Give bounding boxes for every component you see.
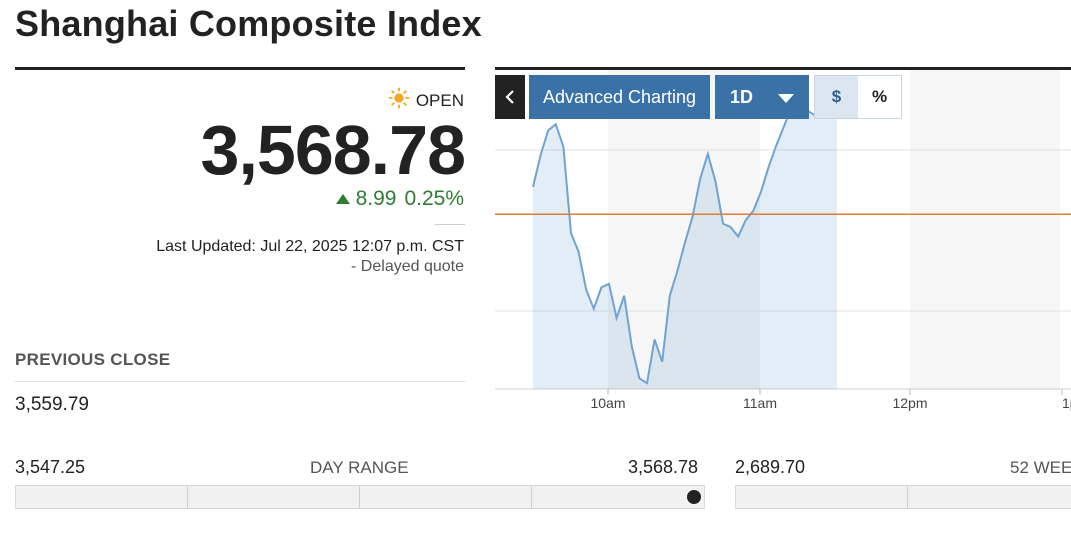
- previous-close-value: 3,559.79: [15, 394, 89, 415]
- percent-toggle-button[interactable]: %: [871, 87, 888, 106]
- change-points: 8.99: [355, 187, 397, 210]
- week52-range-bar: [735, 485, 1071, 509]
- session-shade: [910, 70, 1060, 390]
- range-segment-divider: [907, 486, 908, 508]
- x-tick-label: 10am: [590, 395, 625, 411]
- range-segment-divider: [531, 486, 532, 508]
- session-shade: [608, 70, 760, 390]
- index-price: 3,568.78: [200, 111, 466, 189]
- previous-close-label: PREVIOUS CLOSE: [15, 350, 171, 369]
- divider: [15, 381, 465, 382]
- title-underline: [15, 67, 465, 70]
- week52-range-low: 2,689.70: [735, 457, 806, 477]
- range-segment-divider: [187, 486, 188, 508]
- sun-icon: [388, 87, 410, 114]
- range-segment-divider: [359, 486, 360, 508]
- interval-dropdown[interactable]: 1D: [715, 75, 809, 119]
- delayed-quote-note: - Delayed quote: [351, 258, 464, 275]
- divider: [435, 224, 465, 225]
- market-status-label: OPEN: [415, 90, 464, 110]
- day-range-marker: [687, 490, 701, 504]
- advanced-charting-button[interactable]: Advanced Charting: [529, 75, 710, 119]
- chart-top-rule: [495, 67, 1071, 70]
- up-arrow-icon: [335, 194, 350, 204]
- price-area: [533, 104, 837, 390]
- currency-toggle-button[interactable]: $: [815, 76, 858, 118]
- day-range-bar: [15, 485, 705, 509]
- intraday-chart[interactable]: 10am 11am 12pm 1pm: [495, 70, 1071, 420]
- value-mode-toggle: $ %: [814, 75, 902, 119]
- market-status: OPEN: [388, 87, 464, 114]
- x-tick-label: 12pm: [892, 395, 927, 411]
- interval-value: 1D: [730, 86, 754, 107]
- collapse-panel-button[interactable]: [495, 75, 525, 119]
- page-title: Shanghai Composite Index: [15, 3, 482, 44]
- change-percent: 0.25%: [404, 187, 464, 210]
- day-range-high: 3,568.78: [628, 457, 699, 477]
- price-line: [532, 103, 838, 385]
- x-tick-label: 1pm: [1062, 395, 1071, 411]
- last-updated: Last Updated: Jul 22, 2025 12:07 p.m. CS…: [156, 238, 464, 255]
- day-range-low: 3,547.25: [15, 457, 86, 477]
- price-change: 8.99 0.25%: [335, 187, 464, 211]
- x-tick-label: 11am: [743, 395, 777, 411]
- day-range-label: DAY RANGE: [310, 458, 409, 477]
- chevron-left-icon: [505, 90, 514, 104]
- week52-range-label: 52 WEE: [1010, 458, 1071, 477]
- caret-down-icon: [778, 94, 794, 103]
